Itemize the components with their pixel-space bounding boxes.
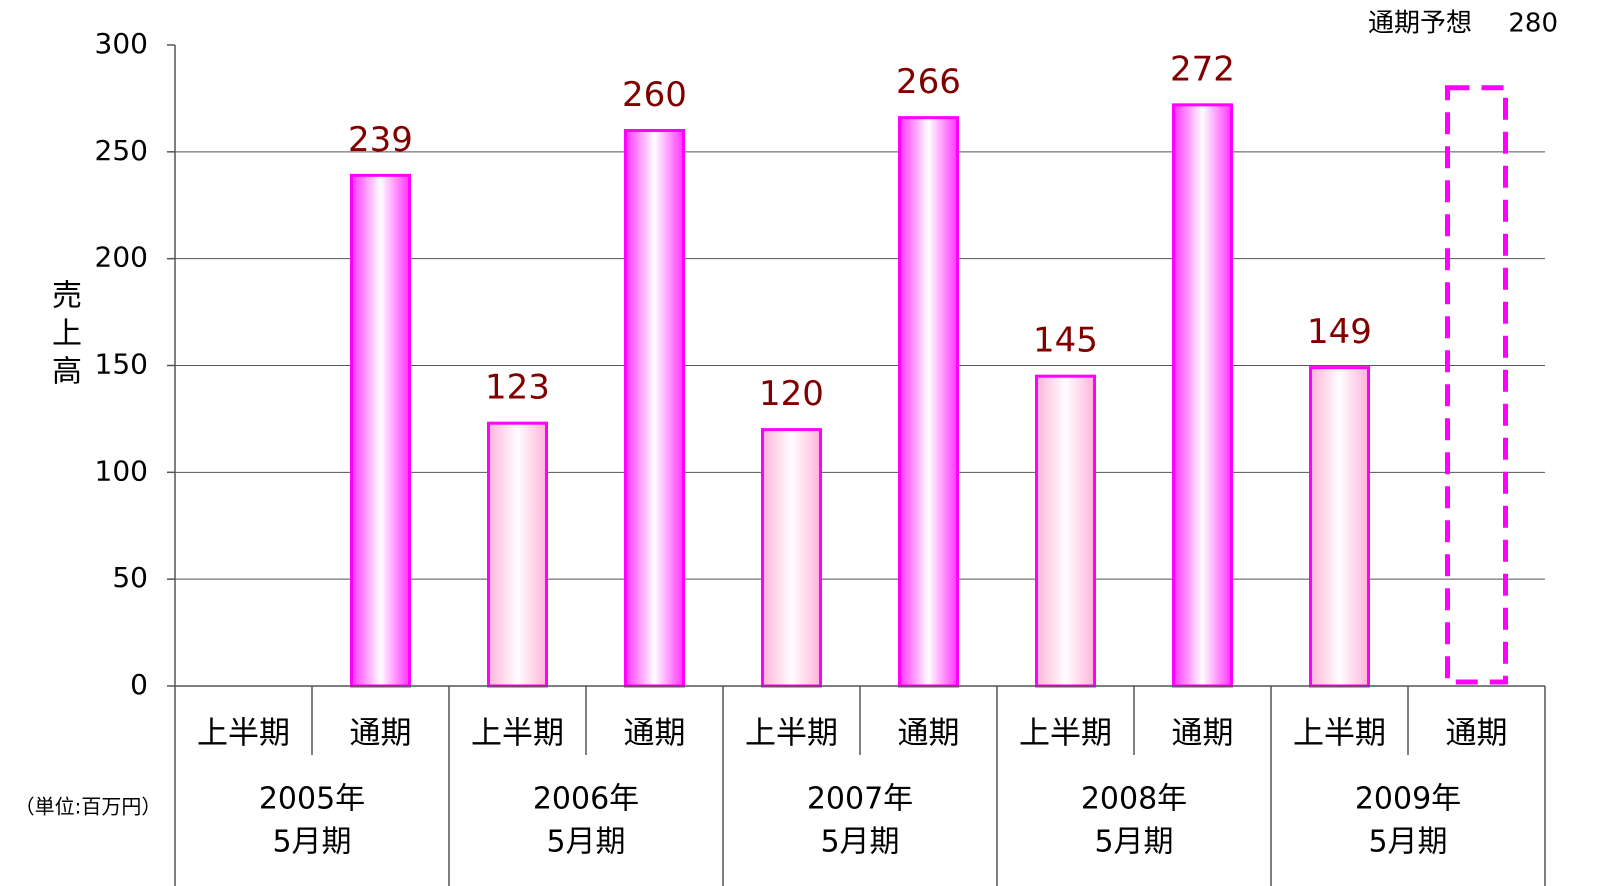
bar [487,421,548,688]
x-tick-label: 通期 [898,716,960,752]
value-label: 120 [759,374,824,414]
y-axis-label: 売 [52,279,82,314]
y-tick-label: 50 [112,561,148,594]
y-axis-label: 上 [52,317,82,352]
unit-note: （単位:百万円） [15,795,162,819]
bar [1035,374,1096,688]
y-tick-label: 200 [95,241,148,274]
forecast-value: 280 [1508,9,1558,39]
forecast-bar [1445,85,1508,685]
x-tick-label: 通期 [1446,716,1508,752]
x-tick-label: 上半期 [471,716,564,752]
y-tick-label: 150 [95,348,148,381]
group-label: 5月期 [272,825,351,860]
value-label: 123 [485,368,550,408]
bar [898,116,959,688]
group-label: 2007年 [807,782,913,817]
forecast-label: 通期予想 [1368,9,1472,39]
x-tick-label: 上半期 [197,716,290,752]
x-tick-label: 上半期 [745,716,838,752]
group-label: 5月期 [1368,825,1447,860]
value-label: 272 [1170,49,1235,89]
value-label: 266 [896,62,961,102]
group-label: 2005年 [259,782,365,817]
y-axis-label: 高 [52,355,82,390]
value-label: 260 [622,75,687,115]
bar [624,128,685,688]
group-label: 2006年 [533,782,639,817]
value-label: 239 [348,120,413,160]
group-label: 5月期 [546,825,625,860]
bar [1309,366,1370,688]
group-label: 5月期 [820,825,899,860]
group-label: 2009年 [1355,782,1461,817]
value-label: 149 [1307,312,1372,352]
group-label: 5月期 [1094,825,1173,860]
y-tick-label: 250 [95,134,148,167]
x-tick-label: 上半期 [1019,716,1112,752]
x-tick-label: 通期 [624,716,686,752]
value-label: 145 [1033,321,1098,361]
bar [761,428,822,688]
x-tick-label: 通期 [350,716,412,752]
bar [350,173,411,688]
x-tick-label: 通期 [1172,716,1234,752]
group-label: 2008年 [1081,782,1187,817]
y-tick-label: 100 [95,454,148,487]
y-tick-label: 0 [130,668,148,701]
x-tick-label: 上半期 [1293,716,1386,752]
bar [1172,103,1233,688]
y-tick-label: 300 [95,27,148,60]
